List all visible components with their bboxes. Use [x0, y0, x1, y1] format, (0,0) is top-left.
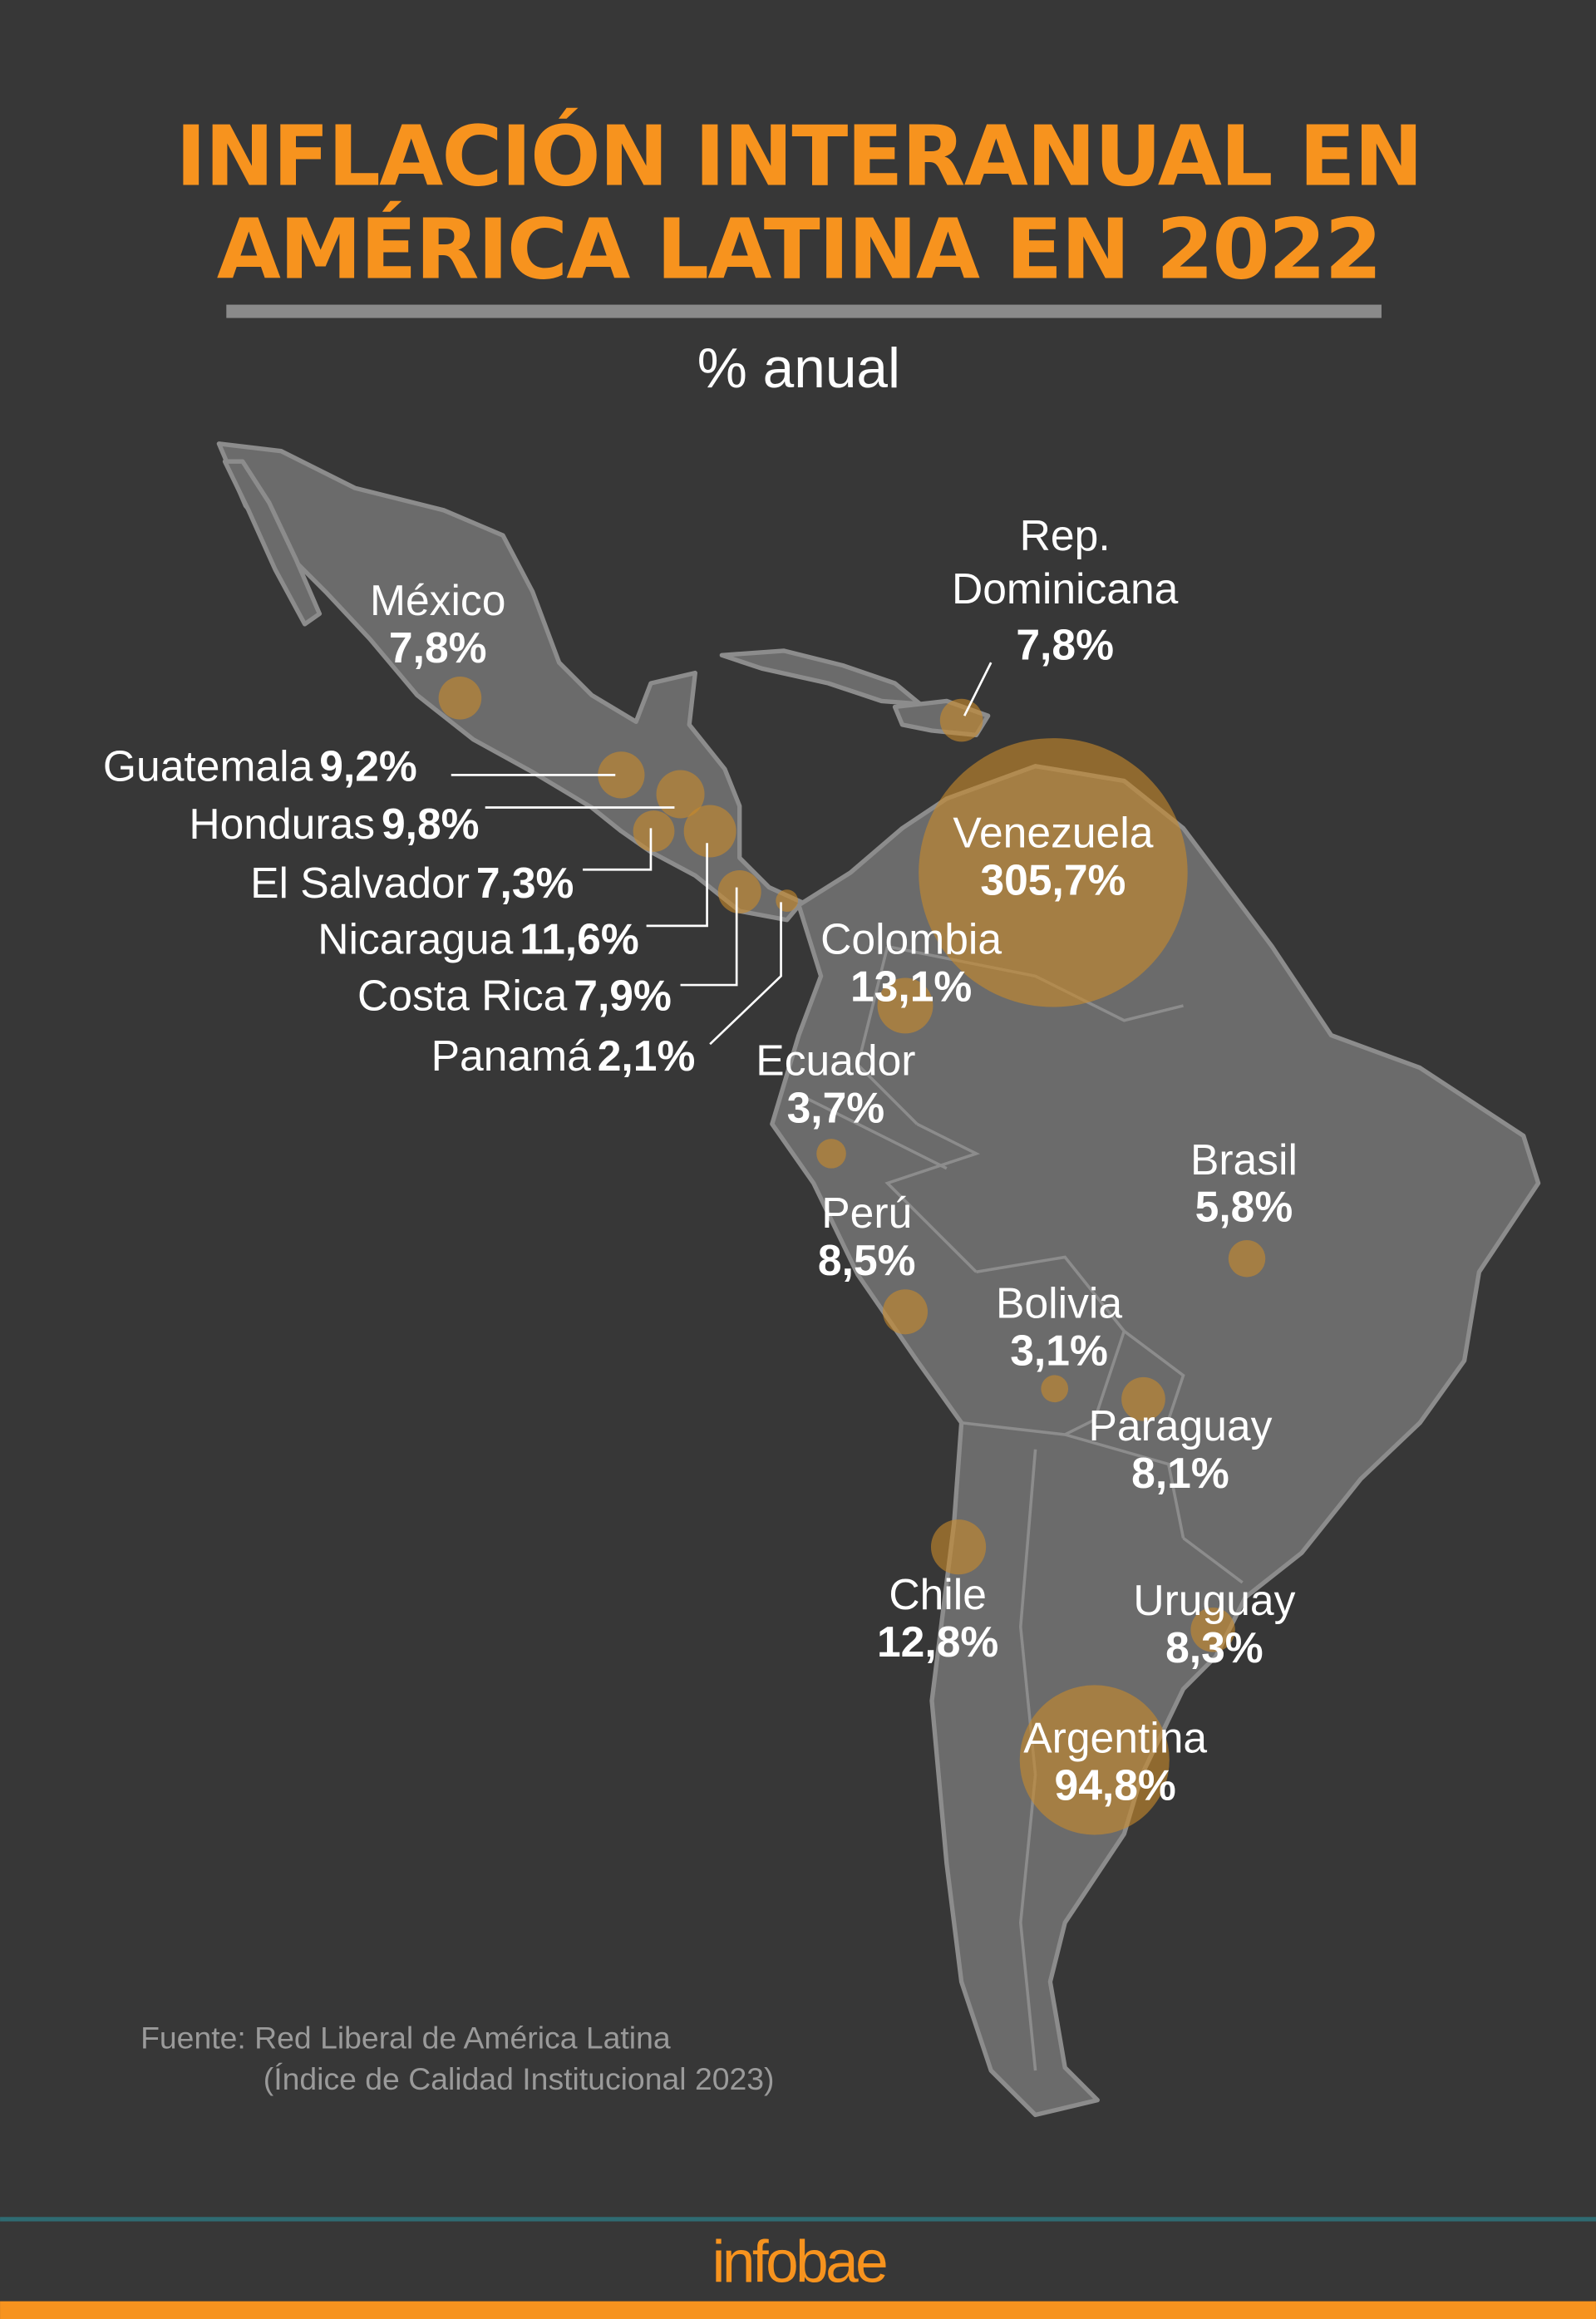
leader-lines — [451, 662, 993, 1046]
label-paraguay-name: Paraguay — [1089, 1401, 1273, 1450]
leader-el-salvador — [583, 828, 653, 871]
source-line-2: (Índice de Calidad Institucional 2023) — [264, 2061, 775, 2096]
label-brasil-name: Brasil — [1190, 1135, 1298, 1184]
label-argentina-value: 94,8% — [1055, 1760, 1176, 1809]
bubble-colombia — [877, 977, 933, 1034]
label-mexico-name: México — [370, 576, 505, 624]
bubble-per- — [882, 1289, 929, 1335]
label-venezuela-value: 305,7% — [980, 855, 1126, 903]
label-rep-dominicana-value: 7,8% — [1016, 621, 1114, 669]
label-paraguay-value: 8,1% — [1131, 1449, 1229, 1497]
bubble-panam- — [776, 889, 798, 912]
footer-divider — [0, 2217, 1596, 2222]
subtitle: % anual — [697, 337, 900, 400]
label-panama: Panamá 2,1% — [431, 1031, 696, 1080]
footer-accent-bar — [0, 2301, 1596, 2319]
label-chile-value: 12,8% — [877, 1617, 998, 1666]
labels: México 7,8% Guatemala 9,2% Honduras 9,8%… — [103, 511, 1298, 1809]
label-brasil-value: 5,8% — [1195, 1183, 1293, 1231]
title-line-2: AMÉRICA LATINA EN 2022 — [217, 201, 1381, 298]
bubble-honduras — [656, 770, 705, 819]
bubble-el-salvador — [633, 810, 675, 852]
land-cuba — [719, 648, 923, 707]
land-mexico-central-america — [216, 441, 805, 923]
infobae-logo: infobae — [712, 2230, 887, 2296]
leader-nicaragua — [646, 843, 708, 928]
bubble-costa-rica — [717, 869, 761, 913]
bubble-argentina — [1019, 1685, 1170, 1835]
label-mexico-value: 7,8% — [389, 623, 487, 672]
title-underline — [226, 304, 1382, 318]
label-costa-rica: Costa Rica 7,9% — [357, 971, 672, 1019]
leader-costa-rica — [680, 887, 738, 987]
bubble-ecuador — [816, 1139, 846, 1169]
bubble-paraguay — [1121, 1376, 1165, 1421]
leader-panama — [709, 902, 782, 1046]
label-uruguay-value: 8,3% — [1165, 1623, 1264, 1672]
label-chile-name: Chile — [889, 1570, 987, 1618]
bubbles — [438, 677, 1266, 1835]
bubble-venezuela — [919, 738, 1188, 1007]
bubble-uruguay — [1190, 1608, 1235, 1652]
label-argentina-name: Argentina — [1023, 1714, 1207, 1762]
label-uruguay-name: Uruguay — [1133, 1576, 1295, 1624]
bubble-m-xico — [438, 677, 482, 720]
bubble-brasil — [1228, 1239, 1266, 1278]
label-ecuador-value: 3,7% — [787, 1084, 885, 1132]
label-venezuela-name: Venezuela — [953, 809, 1153, 857]
label-rep-dominicana-line1: Rep. — [1020, 511, 1111, 559]
label-colombia-value: 13,1% — [850, 963, 972, 1011]
label-peru-name: Perú — [821, 1189, 912, 1237]
label-rep-dominicana-line2: Dominicana — [952, 564, 1179, 613]
bubble-nicaragua — [683, 805, 736, 858]
label-guatemala: Guatemala 9,2% — [103, 741, 417, 790]
label-bolivia-value: 3,1% — [1010, 1326, 1108, 1374]
bubble-chile — [930, 1519, 987, 1575]
bubble-rep-dominicana — [939, 698, 983, 742]
bubble-guatemala — [598, 751, 645, 799]
label-bolivia-name: Bolivia — [996, 1278, 1122, 1327]
label-ecuador-name: Ecuador — [756, 1036, 915, 1085]
title-line-1: INFLACIÓN INTERANUAL EN — [175, 107, 1421, 204]
leader-rep-dominicana — [963, 662, 993, 716]
source-line-1: Fuente: Red Liberal de América Latina — [140, 2020, 671, 2055]
label-honduras: Honduras 9,8% — [189, 800, 479, 848]
map — [216, 441, 1541, 2118]
land-baja-california — [222, 459, 323, 627]
label-peru-value: 8,5% — [818, 1236, 916, 1284]
label-nicaragua: Nicaragua 11,6% — [318, 915, 639, 963]
label-el-salvador: El Salvador 7,3% — [250, 859, 574, 907]
label-colombia-name: Colombia — [820, 915, 1002, 963]
bubble-bolivia — [1041, 1375, 1069, 1403]
